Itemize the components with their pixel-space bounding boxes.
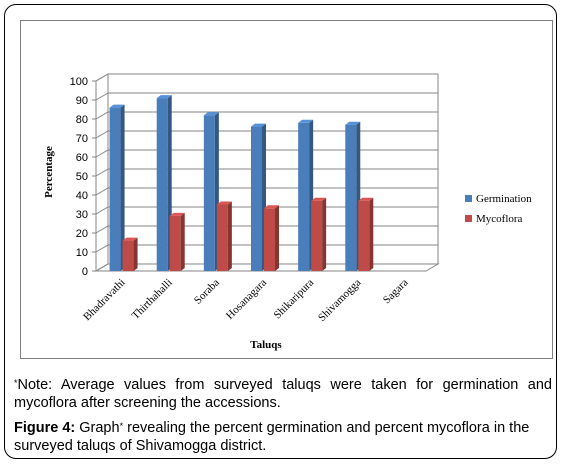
y-tick-label: 100 [70,76,88,88]
legend-label-mycoflora: Mycoflora [476,213,523,225]
gridline [95,130,438,139]
legend: Germination Mycoflora [465,193,532,225]
y-tick-label: 80 [76,114,88,126]
bar-chart: 0 10 20 30 40 50 60 70 80 90 100 Bhadravathi Thirth… [43,73,532,351]
note-marker: * [14,378,18,388]
figure-frame [4,4,557,459]
bar-mycoflora-soraba [216,201,232,271]
x-tick-label: Soraba [192,277,222,307]
y-tick-label: 90 [76,95,88,107]
y-tick-labels: 0 10 20 30 40 50 60 70 80 90 100 [70,76,88,278]
gridline [95,263,438,272]
bar-mycoflora-hosanagara [264,205,279,271]
bar-germination-shivamogga [345,121,361,271]
legend-label-germination: Germination [476,193,532,205]
y-tick-label: 30 [76,209,88,221]
y-axis-label: Percentage [43,146,55,198]
caption-text-before: Graph [75,420,120,436]
figure-note: *Note: Average values from surveyed talu… [14,376,552,412]
bar-mycoflora-bhadravathi [122,237,138,271]
y-tick-label: 20 [76,228,88,240]
figure-caption: Figure 4: Graph* revealing the percent g… [14,419,554,455]
x-tick-label: Bhadravathi [81,277,128,324]
gridline [95,244,438,253]
bar-germination-hosanagara [251,123,266,271]
y-tick-label: 60 [76,152,88,164]
x-tick-label: Sagara [381,277,411,307]
y-tick-label: 0 [82,266,88,278]
x-tick-label: Hosanagara [224,277,269,322]
y-tick-label: 70 [76,133,88,145]
x-tick-label: Thirthahalli [130,277,175,322]
gridline [95,73,438,82]
y-tick-label: 40 [76,190,88,202]
caption-marker: * [119,421,124,431]
bar-germination-shikaripura [298,119,314,271]
bars [109,95,374,271]
bar-mycoflora-shivamogga [358,197,374,271]
legend-swatch-mycoflora [465,215,472,222]
bar-germination-bhadravathi [109,104,125,271]
bar-germination-soraba [203,112,219,271]
y-tick-label: 50 [76,171,88,183]
x-tick-label: Shivamogga [316,277,363,324]
x-tick-label: Shikaripura [271,277,316,322]
bar-germination-thirthahalli [156,95,172,271]
bar-mycoflora-shikaripura [311,197,327,271]
gridline [95,206,438,215]
caption-label: Figure 4: [14,420,76,436]
gridline [95,225,438,234]
x-axis-label: Taluqs [250,339,282,351]
gridline [95,149,438,158]
gridlines [92,73,440,272]
gridline [95,187,438,196]
caption-text-after: revealing the percent germination and pe… [14,420,530,454]
gridline [95,111,438,120]
chart-area: 0 10 20 30 40 50 60 70 80 90 100 Bhadravathi Thirth… [20,20,553,359]
legend-swatch-germination [465,195,472,202]
bar-mycoflora-thirthahalli [169,212,185,271]
gridline [95,168,438,177]
x-tick-labels: Bhadravathi Thirthahalli Soraba Hosanagara S… [81,277,410,324]
gridline [95,92,438,101]
y-tick-label: 10 [76,247,88,259]
note-text: Note: Average values from surveyed taluq… [14,377,552,411]
